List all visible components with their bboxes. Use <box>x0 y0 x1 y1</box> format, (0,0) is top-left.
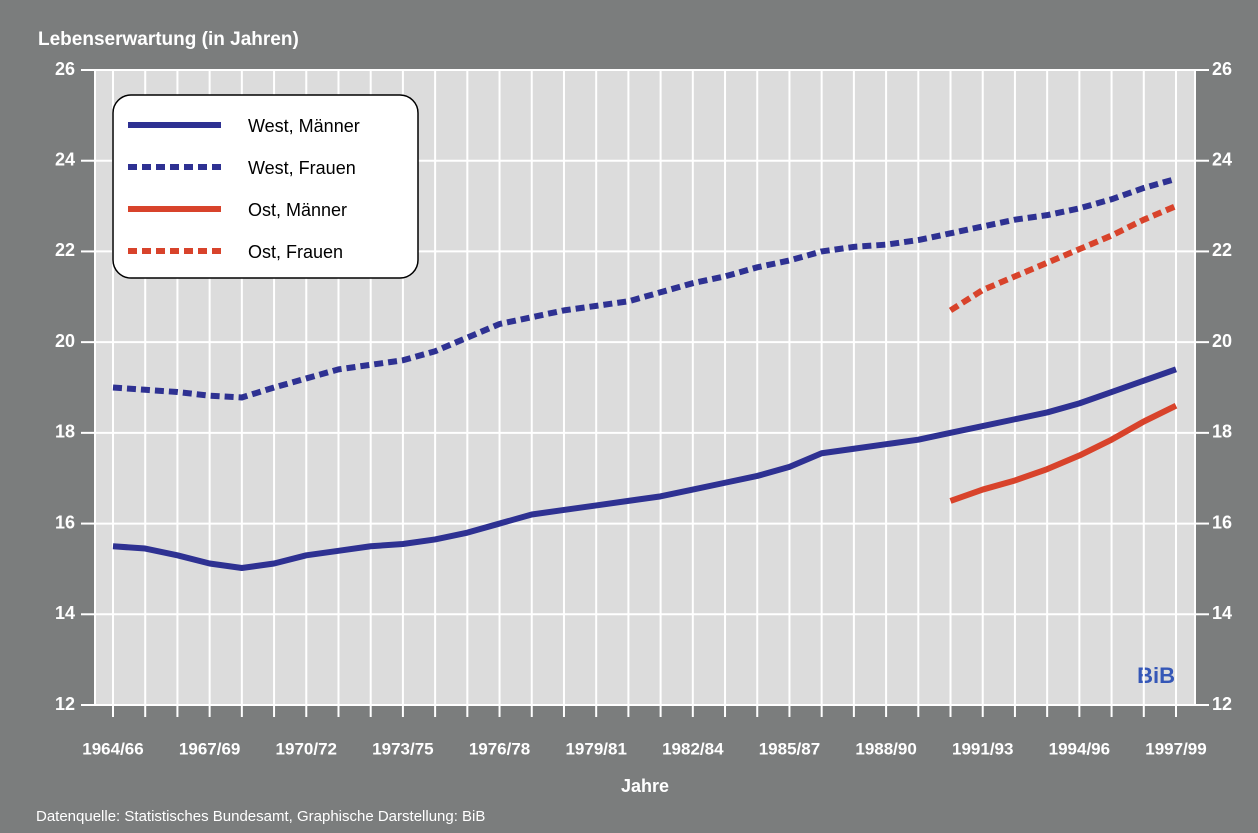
x-tick-label: 1967/69 <box>179 739 240 758</box>
legend-box <box>112 94 419 279</box>
series-line <box>112 175 1177 401</box>
y-tick-label: 18 <box>55 422 75 442</box>
series-line <box>112 366 1177 572</box>
legend-label: West, Frauen <box>248 158 356 178</box>
x-tick-label: 1973/75 <box>372 739 433 758</box>
y2-tick-label: 14 <box>1212 603 1232 623</box>
y-axis-title: Lebenserwartung (in Jahren) <box>38 29 299 50</box>
source-note: Datenquelle: Statistisches Bundesamt, Gr… <box>36 808 485 825</box>
y2-tick-label: 12 <box>1212 694 1232 714</box>
y2-tick-label: 18 <box>1212 422 1232 442</box>
y-tick-label: 12 <box>55 694 75 714</box>
y-tick-label: 20 <box>55 331 75 351</box>
x-tick-label: 1982/84 <box>662 739 724 758</box>
y2-tick-label: 16 <box>1212 512 1232 532</box>
x-tick-label: 1988/90 <box>855 739 916 758</box>
x-tick-label: 1994/96 <box>1049 739 1110 758</box>
y2-tick-label: 22 <box>1212 240 1232 260</box>
x-tick-label: 1991/93 <box>952 739 1013 758</box>
y-tick-label: 14 <box>55 603 75 623</box>
y-tick-label: 22 <box>55 240 75 260</box>
series-line <box>948 203 1178 313</box>
x-tick-label: 1985/87 <box>759 739 820 758</box>
x-tick-label: 1970/72 <box>276 739 337 758</box>
series-line <box>949 402 1178 504</box>
legend-label: West, Männer <box>248 116 360 136</box>
x-tick-label: 1964/66 <box>82 739 143 758</box>
y-tick-label: 26 <box>55 59 75 79</box>
x-axis-title: Jahre <box>621 776 669 796</box>
x-tick-label: 1997/99 <box>1145 739 1206 758</box>
y2-tick-label: 26 <box>1212 59 1232 79</box>
y-tick-label: 16 <box>55 512 75 532</box>
legend-label: Ost, Frauen <box>248 242 343 262</box>
y-tick-label: 24 <box>55 149 75 169</box>
legend-label: Ost, Männer <box>248 200 347 220</box>
y2-tick-label: 20 <box>1212 331 1232 351</box>
x-tick-label: 1976/78 <box>469 739 530 758</box>
x-tick-label: 1979/81 <box>565 739 626 758</box>
y2-tick-label: 24 <box>1212 149 1232 169</box>
